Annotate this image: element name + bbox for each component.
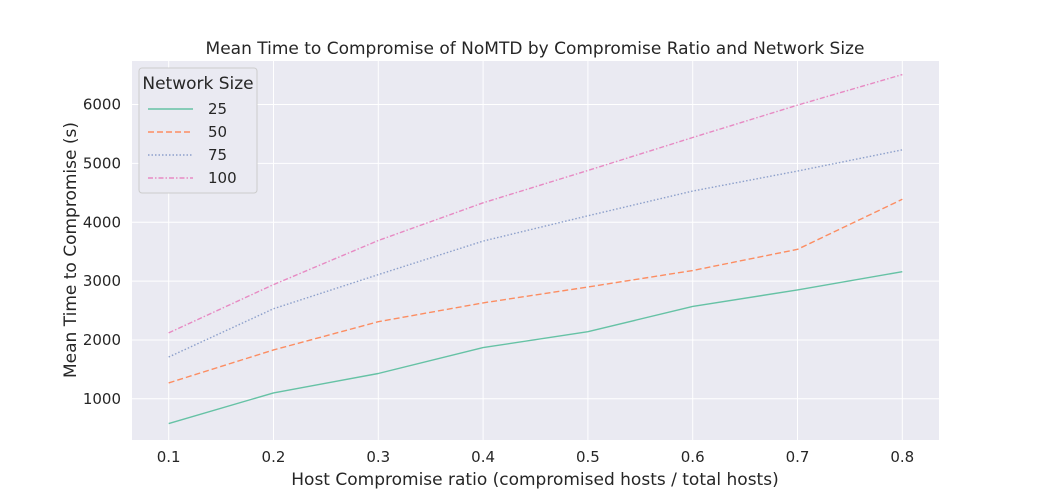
x-tick-label: 0.8 xyxy=(890,448,914,466)
x-tick-label: 0.2 xyxy=(262,448,286,466)
series-line-75 xyxy=(168,149,903,358)
legend-title: Network Size xyxy=(142,74,253,94)
series-line-50 xyxy=(168,198,903,384)
x-tick-label: 0.6 xyxy=(681,448,705,466)
y-axis-label: Mean Time to Compromise (s) xyxy=(61,122,81,378)
y-tick-label: 6000 xyxy=(83,96,121,114)
series-line-25 xyxy=(168,271,903,425)
x-tick-label: 0.5 xyxy=(576,448,600,466)
y-tick-label: 1000 xyxy=(83,390,121,408)
legend-box xyxy=(138,67,258,194)
y-axis-ticks: 1000 2000 3000 4000 5000 6000 xyxy=(83,96,121,408)
y-tick-label: 4000 xyxy=(83,213,121,231)
x-tick-label: 0.3 xyxy=(366,448,390,466)
y-tick-label: 3000 xyxy=(83,272,121,290)
x-tick-label: 0.4 xyxy=(471,448,495,466)
x-tick-label: 0.7 xyxy=(786,448,810,466)
x-axis-ticks: 0.1 0.2 0.3 0.4 0.5 0.6 0.7 0.8 xyxy=(157,448,914,466)
legend-entries: 25 50 75 100 xyxy=(148,100,237,187)
y-tick-label: 2000 xyxy=(83,331,121,349)
chart-title: Mean Time to Compromise of NoMTD by Comp… xyxy=(206,39,865,59)
series-layer xyxy=(168,73,903,425)
legend-label-25: 25 xyxy=(208,100,227,118)
legend-label-75: 75 xyxy=(208,146,227,164)
legend: Network Size 25 50 75 100 xyxy=(138,67,258,194)
legend-label-50: 50 xyxy=(208,123,227,141)
series-line-100 xyxy=(168,73,903,334)
y-tick-label: 5000 xyxy=(83,154,121,172)
legend-label-100: 100 xyxy=(208,169,237,187)
x-tick-label: 0.1 xyxy=(157,448,181,466)
plot-background xyxy=(132,61,939,440)
x-axis-label: Host Compromise ratio (compromised hosts… xyxy=(291,470,778,490)
